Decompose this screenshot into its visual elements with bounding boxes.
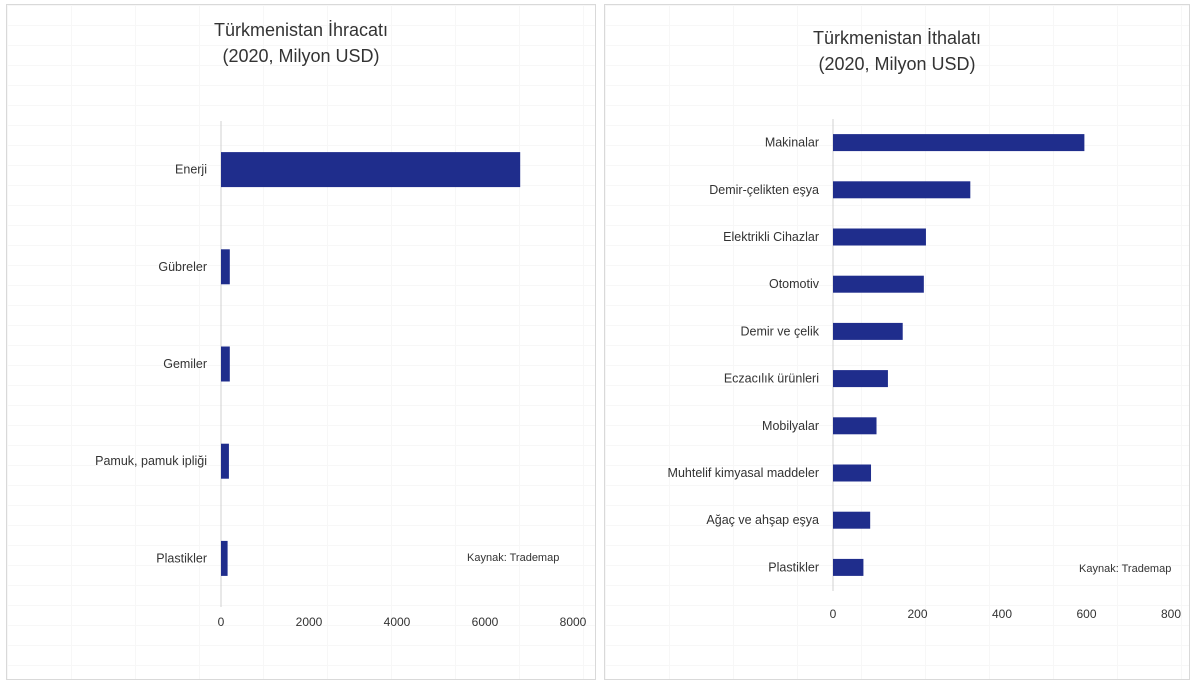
x-tick-label: 6000 [472,615,499,629]
source-note: Kaynak: Trademap [467,552,559,564]
category-label: Ağaç ve ahşap eşya [706,513,819,527]
bar-gemiler [221,346,230,382]
x-tick-label: 2000 [296,615,323,629]
category-label: Plastikler [768,560,819,574]
bar-eczacılık-ürünleri [833,370,888,388]
bar-enerji [221,152,521,188]
category-label: Enerji [175,163,207,177]
category-label: Gübreler [158,260,207,274]
bar-makinalar [833,134,1085,152]
import-chart-title-line1: Türkmenistan İthalatı [812,28,982,48]
x-tick-label: 600 [1076,607,1096,621]
x-tick-label: 8000 [560,615,587,629]
x-tick-label: 0 [830,607,837,621]
bar-elektrikli-cihazlar [833,228,926,246]
export-chart-title-line1: Türkmenistan İhracatı [213,20,389,40]
import-bar-chart: Makinalar Demir-çelikten eşya Elektrikli C… [668,119,1181,621]
category-label: Gemiler [163,357,207,371]
category-label: Elektrikli Cihazlar [723,230,819,244]
category-label: Otomotiv [769,277,820,291]
export-chart-panel: Türkmenistan İhracatı (2020, Milyon USD)… [6,4,596,680]
category-label: Muhtelif kimyasal maddeler [668,466,819,480]
x-tick-label: 200 [907,607,927,621]
category-label: Mobilyalar [762,419,819,433]
x-tick-label: 0 [218,615,225,629]
import-chart-title-line2: (2020, Milyon USD) [818,54,976,74]
category-label: Makinalar [765,136,819,150]
bar-mobilyalar [833,417,877,435]
category-label: Demir-çelikten eşya [709,183,819,197]
source-note: Kaynak: Trademap [1079,563,1171,575]
x-tick-label: 400 [992,607,1012,621]
category-label: Pamuk, pamuk ipliği [95,454,207,468]
bar-plastikler [221,540,228,576]
export-chart-title: Türkmenistan İhracatı (2020, Milyon USD) [7,17,595,69]
category-label: Eczacılık ürünleri [724,372,819,386]
bar-demir-ve-çelik [833,322,903,340]
bar-ağaç-ve-ahşap-eşya [833,511,871,529]
export-bar-chart: Enerji Gübreler Gemiler Pamuk, pamuk ipliği… [95,121,587,629]
import-chart-panel: Türkmenistan İthalatı (2020, Milyon USD)… [604,4,1190,680]
bar-gübreler [221,249,230,285]
bar-pamuk-pamuk-ipliği [221,443,229,479]
import-chart-title: Türkmenistan İthalatı (2020, Milyon USD) [605,25,1189,77]
category-label: Plastikler [156,551,207,565]
x-tick-label: 4000 [384,615,411,629]
bar-otomotiv [833,275,924,293]
bar-demir-çelikten-eşya [833,181,971,199]
bar-muhtelif-kimyasal-maddeler [833,464,872,482]
export-chart-title-line2: (2020, Milyon USD) [222,46,380,66]
category-label: Demir ve çelik [741,324,820,338]
x-tick-label: 800 [1161,607,1181,621]
bar-plastikler [833,558,864,576]
